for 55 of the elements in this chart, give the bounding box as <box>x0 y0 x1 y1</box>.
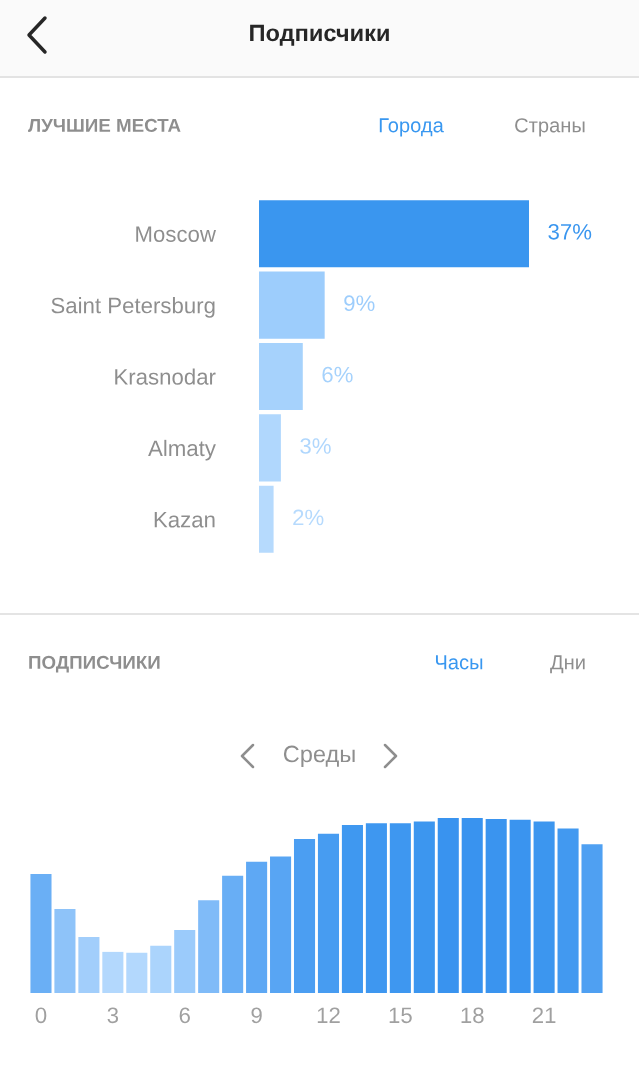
bar <box>78 937 100 993</box>
bar <box>341 825 363 993</box>
bar <box>30 874 52 993</box>
x-tick-label: 6 <box>179 1007 190 1024</box>
text: ЛУЧШИЕ МЕСТА <box>28 118 181 133</box>
bar <box>557 828 579 993</box>
y-tick-label: Moscow <box>136 226 216 242</box>
text: Дни <box>550 655 585 674</box>
y-tick-label: Kazan <box>154 512 215 528</box>
data-label: 6% <box>322 366 353 383</box>
bar <box>365 823 387 993</box>
x-tick-label: 0 <box>35 1007 47 1024</box>
bar <box>174 930 196 993</box>
data-label: 3% <box>300 438 331 454</box>
bar <box>413 821 435 993</box>
data-label: 2% <box>293 509 324 526</box>
text: Подписчики <box>250 24 389 46</box>
y-tick-label: Saint Petersburg <box>51 297 215 318</box>
bar <box>222 875 244 993</box>
bar <box>485 818 507 993</box>
x-tick-label: 15 <box>389 1007 412 1024</box>
x-tick-label: 18 <box>461 1007 484 1024</box>
data-label: 37% <box>548 223 592 240</box>
bar <box>509 819 531 993</box>
bar <box>270 856 292 993</box>
x-tick-label: 12 <box>317 1007 340 1023</box>
text: Страны <box>515 118 585 137</box>
bar <box>293 839 316 993</box>
bar <box>259 485 274 553</box>
x-tick-label: 3 <box>107 1007 119 1024</box>
data-label: 9% <box>344 295 375 312</box>
y-tick-label: Krasnodar <box>115 368 216 385</box>
bar <box>461 818 483 993</box>
bar <box>126 952 148 993</box>
bar <box>317 833 340 993</box>
bar <box>150 945 172 993</box>
bar <box>389 823 411 993</box>
bar <box>54 909 76 993</box>
chart-title: ПОДПИСЧИКИ <box>29 655 160 673</box>
bar <box>259 271 325 339</box>
text: Города <box>379 118 444 137</box>
bar <box>259 342 303 411</box>
bar <box>259 414 281 482</box>
bar <box>198 900 220 993</box>
bar <box>581 844 603 993</box>
bar <box>102 951 124 993</box>
text: Часы <box>435 655 483 670</box>
y-tick-label: Almaty <box>148 439 216 461</box>
bar <box>246 861 268 993</box>
bar <box>437 818 459 993</box>
x-tick-label: 9 <box>251 1007 262 1024</box>
text: Среды <box>283 745 355 767</box>
bar <box>533 821 555 993</box>
x-tick-label: 21 <box>532 1007 556 1023</box>
bar <box>259 200 529 268</box>
